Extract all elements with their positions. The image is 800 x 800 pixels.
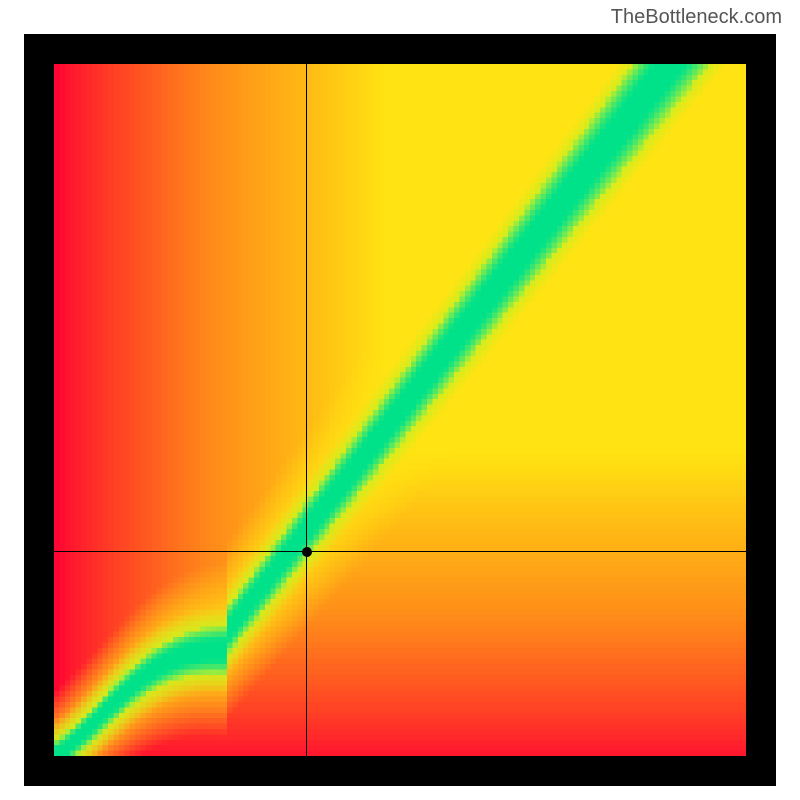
crosshair-dot [302,547,312,557]
plot-border [24,34,776,786]
crosshair-horizontal [54,551,746,552]
crosshair-vertical [306,64,307,756]
heatmap-canvas [54,64,746,756]
chart-stage: TheBottleneck.com [0,0,800,800]
attribution-text: TheBottleneck.com [611,6,782,29]
